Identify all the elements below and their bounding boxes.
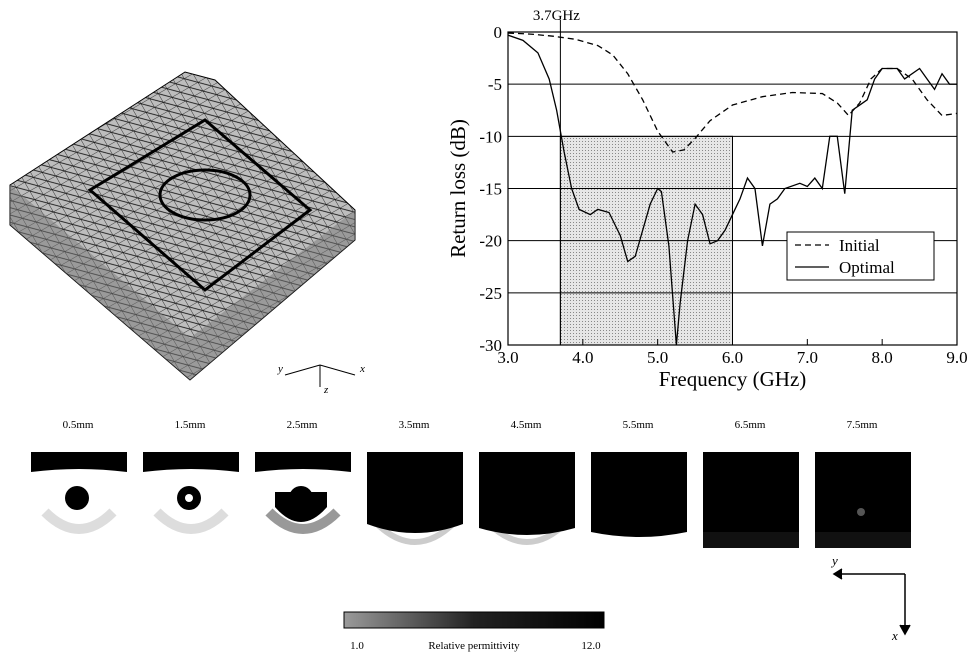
- colorbar-label: Relative permittivity: [428, 640, 520, 652]
- y-tick-label: -20: [479, 232, 502, 251]
- slice-body: [815, 452, 911, 541]
- y-tick-label: -25: [479, 284, 502, 303]
- slice-arc: [153, 508, 229, 534]
- slice-label: 2.5mm: [287, 419, 318, 431]
- x-tick-label: 7.0: [797, 348, 818, 367]
- plot-frame: [507, 31, 958, 346]
- slice-arc: [372, 519, 458, 545]
- slice-label: 5.5mm: [623, 419, 654, 431]
- y-tick-label: 0: [494, 23, 503, 42]
- slice-arc: [41, 508, 117, 534]
- slice-label: 1.5mm: [175, 419, 206, 431]
- slice-body: [591, 452, 687, 537]
- orient-label: x: [891, 628, 898, 643]
- axis-label: x: [359, 363, 365, 375]
- slice-hole: [185, 494, 193, 502]
- y-tick-label: -5: [488, 75, 502, 94]
- axes-3d: [284, 364, 356, 387]
- slice-label: 6.5mm: [735, 419, 766, 431]
- slice-label: 3.5mm: [399, 419, 430, 431]
- x-tick-label: 5.0: [647, 348, 668, 367]
- series-line: [507, 32, 958, 153]
- colorbar: [343, 611, 605, 629]
- legend-label: Optimal: [839, 258, 895, 277]
- slice-arc: [265, 508, 341, 534]
- slice-top: [143, 452, 239, 472]
- slice-top: [31, 452, 127, 472]
- slice-body: [479, 452, 575, 535]
- slice-bottom: [815, 532, 911, 548]
- colorbar-max: 12.0: [581, 640, 601, 652]
- legend-box: [786, 231, 935, 281]
- annotation-label: 3.7GHz: [533, 8, 580, 24]
- line-chart: 0 -5 -10 -15 -20 -25 -303.0 4.0 5.0 6.0 7.0 8.0 9.0 3…: [446, 8, 968, 391]
- y-tick-label: -15: [479, 180, 502, 199]
- slice-label: 7.5mm: [847, 419, 878, 431]
- slice-label: 0.5mm: [63, 419, 94, 431]
- slice-label: 4.5mm: [511, 419, 542, 431]
- y-tick-label: -30: [479, 336, 502, 355]
- x-axis-label: Frequency (GHz): [659, 367, 807, 391]
- slice-body: [367, 452, 463, 533]
- series-line: [507, 34, 957, 346]
- legend-label: Initial: [839, 236, 880, 255]
- slices: 0.5mm 1.5mm 2.5mm 3.5mm 4.5mm 5.5mm 6.5mm 7.5mm: [31, 419, 911, 548]
- y-axis-label: Return loss (dB): [446, 119, 470, 258]
- axis-label: y: [277, 363, 283, 375]
- slice-bottom: [703, 532, 799, 548]
- slice-body: [703, 452, 799, 539]
- y-tick-label: -10: [479, 127, 502, 146]
- x-tick-label: 4.0: [572, 348, 593, 367]
- orient-label: y: [830, 553, 838, 568]
- slice-core: [65, 486, 89, 510]
- slice-top: [255, 452, 351, 472]
- axis-label: z: [323, 384, 329, 396]
- x-tick-label: 6.0: [722, 348, 743, 367]
- slice-body: [275, 492, 327, 522]
- colorbar-min: 1.0: [350, 640, 364, 652]
- x-tick-label: 9.0: [946, 348, 967, 367]
- x-tick-label: 3.0: [497, 348, 518, 367]
- slice-dot: [857, 508, 865, 516]
- mesh-model: [9, 71, 356, 381]
- x-tick-label: 8.0: [872, 348, 893, 367]
- orientation: [832, 568, 911, 636]
